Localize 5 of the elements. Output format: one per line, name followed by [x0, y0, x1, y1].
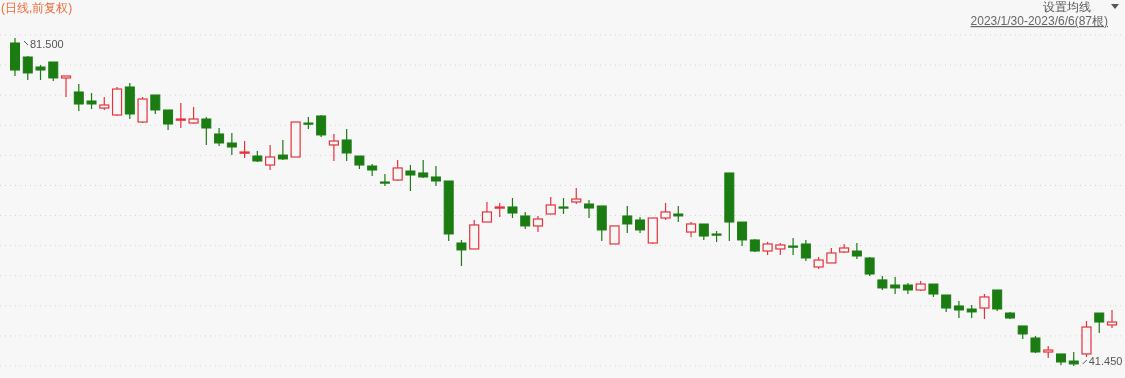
annotation: 41.450 [1088, 355, 1123, 367]
text: 2023/1/30-2023/6/6(87根) [970, 14, 1108, 28]
text: 设置均线 [1043, 0, 1091, 14]
annotation: 81.500 [30, 38, 64, 50]
text: (日线,前复权) [1, 1, 73, 15]
